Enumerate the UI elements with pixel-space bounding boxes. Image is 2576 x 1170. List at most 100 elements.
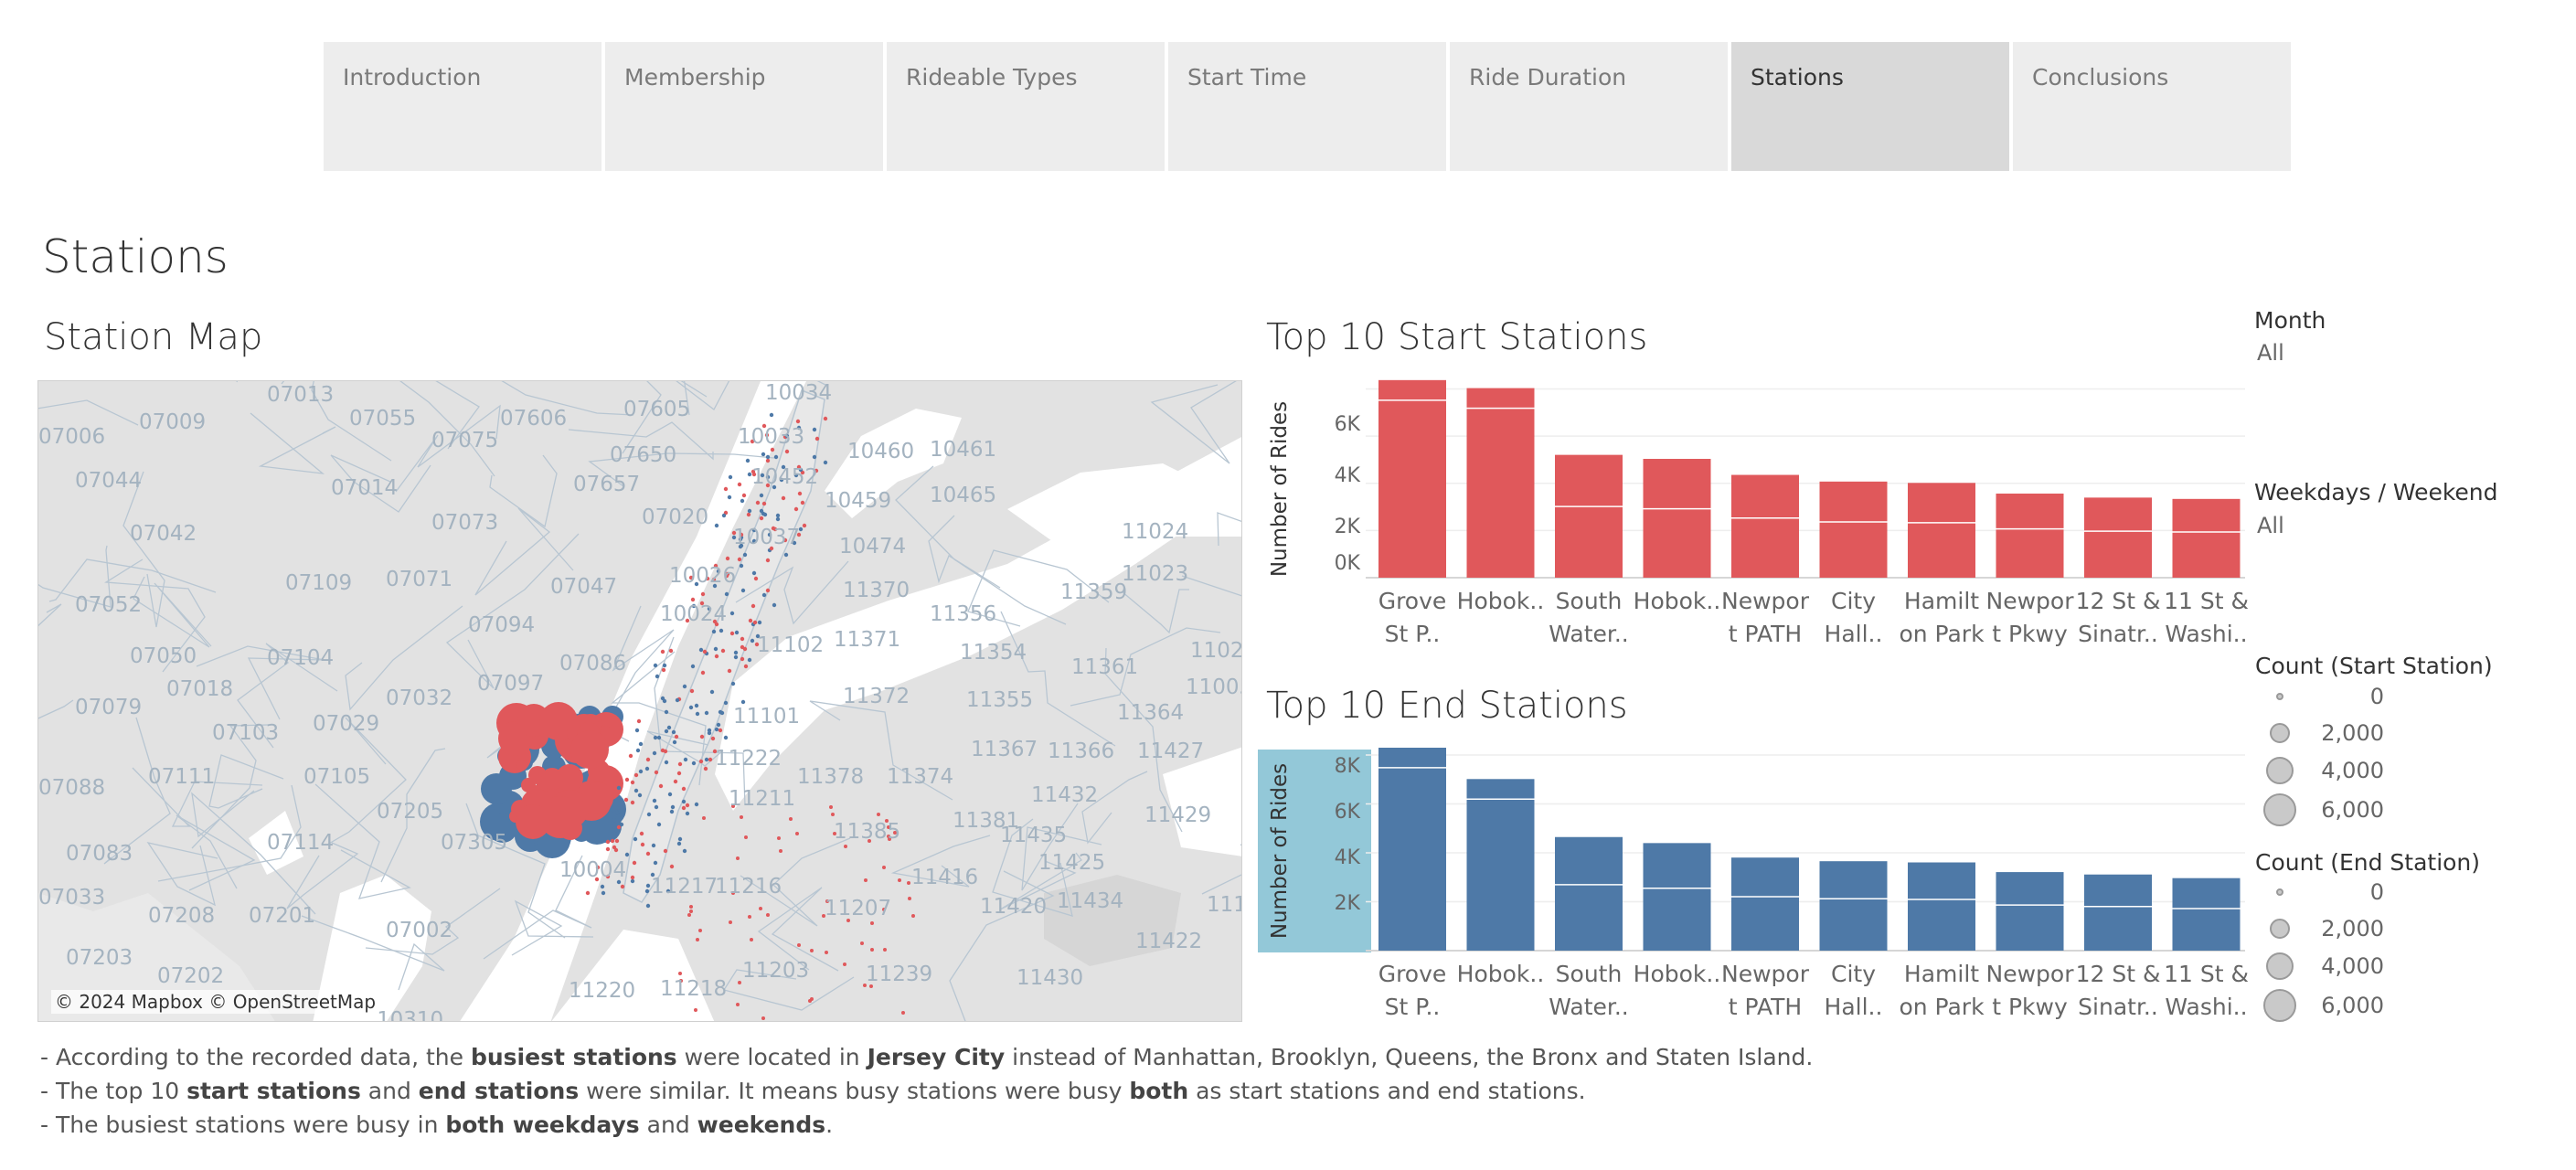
station-dot xyxy=(740,656,745,662)
bar-9[interactable] xyxy=(2084,874,2152,951)
bar-10[interactable] xyxy=(2172,878,2241,951)
station-dot xyxy=(784,449,790,454)
tab-membership[interactable]: Membership xyxy=(605,42,883,171)
map-basemap xyxy=(38,381,1241,1021)
station-dot xyxy=(624,777,630,782)
zip-label: 11222 xyxy=(715,747,782,771)
tab-introduction[interactable]: Introduction xyxy=(324,42,601,171)
station-dot xyxy=(887,825,890,829)
legend-label: 2,000 xyxy=(2321,720,2384,746)
station-dot xyxy=(660,649,665,654)
zip-label: 07029 xyxy=(313,712,380,736)
station-dot xyxy=(716,569,721,574)
station-dot xyxy=(707,728,712,733)
x-tick-label: 11 St & Washi.. xyxy=(2164,588,2249,647)
bar-4[interactable] xyxy=(1643,843,1711,951)
station-dot xyxy=(620,884,625,889)
end-chart-title: Top 10 End Stations xyxy=(1266,685,1628,727)
station-dot xyxy=(633,788,639,793)
bar-9[interactable] xyxy=(2084,497,2152,578)
zip-label: 07083 xyxy=(66,842,133,866)
station-map[interactable]: 07013 07055 07606 07605 10034 07006 07009 07075… xyxy=(37,380,1242,1022)
month-filter-select[interactable]: All xyxy=(2257,340,2284,366)
bar-8[interactable] xyxy=(1996,872,2064,951)
station-dot xyxy=(636,718,642,724)
station-dot xyxy=(676,771,682,776)
bar-3[interactable] xyxy=(1555,836,1623,951)
station-dot xyxy=(690,597,696,602)
tab-rideable-types[interactable]: Rideable Types xyxy=(887,42,1165,171)
station-dot xyxy=(723,700,729,706)
tab-start-time[interactable]: Start Time xyxy=(1168,42,1446,171)
bar-2[interactable] xyxy=(1466,779,1535,951)
zip-label: 11429 xyxy=(1144,803,1212,827)
zip-label: 07086 xyxy=(559,652,627,675)
station-dot xyxy=(702,816,706,820)
station-dot xyxy=(691,760,697,766)
station-dot xyxy=(654,804,659,810)
start-y-tick: 4K xyxy=(1334,464,1360,487)
bar-5[interactable] xyxy=(1731,857,1799,951)
station-dot xyxy=(793,473,799,478)
zip-label: 11239 xyxy=(866,963,933,986)
bar-1[interactable] xyxy=(1378,748,1446,951)
station-dot xyxy=(877,813,880,816)
station-dot xyxy=(723,735,729,740)
zip-label: 07020 xyxy=(642,505,709,529)
station-dot xyxy=(675,697,680,703)
station-dot xyxy=(687,913,691,917)
end-stations-chart: Number of Rides 8K 6K 4K 2K Grove St P.. H… xyxy=(1258,748,2249,1031)
station-dot xyxy=(769,546,774,551)
zip-label: 07073 xyxy=(431,511,499,535)
station-dot xyxy=(759,516,764,521)
bar-10[interactable] xyxy=(2172,498,2241,578)
station-dot xyxy=(595,865,601,870)
station-dot xyxy=(885,819,889,823)
station-dot xyxy=(741,493,747,498)
zip-label: 11354 xyxy=(960,641,1027,665)
tab-conclusions[interactable]: Conclusions xyxy=(2013,42,2291,171)
station-dot xyxy=(719,628,724,633)
zip-label: 11432 xyxy=(1031,783,1099,807)
bar-8[interactable] xyxy=(1996,493,2064,578)
bar-4[interactable] xyxy=(1643,459,1711,578)
station-dot xyxy=(610,838,615,844)
start-count-legend-title: Count (Start Station) xyxy=(2255,653,2493,679)
zip-label: 10461 xyxy=(930,438,997,462)
station-dot xyxy=(714,523,719,528)
tab-ride-duration[interactable]: Ride Duration xyxy=(1450,42,1728,171)
zip-label: 07050 xyxy=(130,644,197,668)
station-dot xyxy=(772,602,777,608)
station-dot xyxy=(713,646,719,652)
station-dot xyxy=(630,878,635,884)
bar-5[interactable] xyxy=(1731,474,1799,578)
station-dot xyxy=(724,573,729,579)
bar-6[interactable] xyxy=(1819,861,1888,951)
end-station-dot xyxy=(488,814,517,843)
zip-label: 11005 xyxy=(1186,675,1241,699)
station-dot xyxy=(740,644,745,650)
start-station-dot xyxy=(516,804,550,839)
station-dot xyxy=(725,556,730,561)
station-dot xyxy=(624,852,630,857)
start-y-tick: 0K xyxy=(1334,552,1360,575)
bar-2[interactable] xyxy=(1466,388,1535,578)
size-circle-icon xyxy=(2263,989,2296,1022)
insight-notes: - According to the recorded data, the bu… xyxy=(40,1040,1813,1142)
zip-label: 11211 xyxy=(729,787,796,811)
zip-label: 10465 xyxy=(930,484,997,507)
bar-7[interactable] xyxy=(1908,483,1975,578)
tab-stations[interactable]: Stations xyxy=(1731,42,2009,171)
station-dot xyxy=(623,797,629,803)
station-dot xyxy=(764,432,770,438)
weekdays-filter-select[interactable]: All xyxy=(2257,513,2284,538)
bar-6[interactable] xyxy=(1819,481,1888,578)
bar-7[interactable] xyxy=(1908,862,1975,951)
bar-3[interactable] xyxy=(1555,454,1623,578)
bar-1[interactable] xyxy=(1378,379,1446,578)
station-dot xyxy=(633,772,639,778)
station-dot xyxy=(694,802,699,807)
legend-label: 4,000 xyxy=(2321,953,2384,979)
station-dot xyxy=(737,557,742,562)
map-title: Station Map xyxy=(44,316,263,358)
